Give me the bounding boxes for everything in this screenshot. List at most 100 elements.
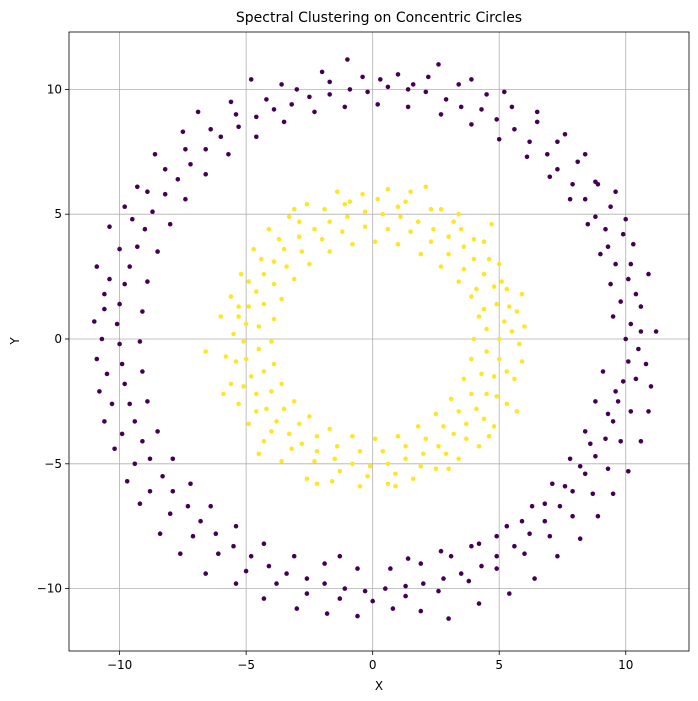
data-point <box>385 186 391 192</box>
data-point <box>519 359 525 364</box>
data-point <box>496 261 502 267</box>
data-point <box>261 271 267 277</box>
data-point <box>613 261 618 267</box>
data-point <box>395 72 401 77</box>
data-point <box>350 434 355 439</box>
data-point <box>362 209 368 214</box>
data-point <box>367 464 373 469</box>
data-point <box>436 588 441 594</box>
data-point <box>337 469 343 474</box>
data-point <box>514 309 520 314</box>
data-point <box>502 89 507 95</box>
data-point <box>618 439 623 444</box>
data-point <box>446 251 451 257</box>
data-point <box>337 596 343 601</box>
data-point <box>648 384 654 389</box>
data-point <box>307 94 312 100</box>
data-point <box>264 97 269 102</box>
data-point <box>448 396 454 402</box>
data-point <box>304 476 310 482</box>
data-point <box>471 336 477 342</box>
data-point <box>638 304 644 309</box>
data-point <box>127 401 132 407</box>
data-point <box>327 426 333 432</box>
data-point <box>370 598 376 604</box>
chart-title: Spectral Clustering on Concentric Circle… <box>236 10 522 26</box>
data-point <box>362 588 368 594</box>
data-point <box>236 314 241 319</box>
data-point <box>575 159 580 165</box>
data-point <box>337 553 343 559</box>
data-point <box>253 409 259 414</box>
data-point <box>469 543 474 549</box>
data-point <box>476 541 482 546</box>
data-point <box>570 182 575 187</box>
data-point <box>481 416 487 422</box>
data-point <box>504 523 510 529</box>
data-point <box>512 376 517 382</box>
data-point <box>342 104 348 110</box>
data-point <box>529 503 535 509</box>
data-point <box>385 84 391 90</box>
data-point <box>132 461 138 467</box>
data-point <box>127 264 132 269</box>
data-point <box>261 301 267 307</box>
data-point <box>509 104 515 110</box>
data-point <box>183 196 188 202</box>
data-point <box>504 286 510 292</box>
data-point <box>443 97 449 102</box>
data-point <box>633 376 639 382</box>
data-point <box>458 104 464 110</box>
data-point <box>312 459 317 464</box>
data-point <box>519 518 525 524</box>
data-point <box>582 471 588 477</box>
data-point <box>218 314 224 319</box>
data-point <box>388 566 393 571</box>
data-point <box>157 531 163 536</box>
data-point <box>236 304 241 309</box>
data-point <box>438 548 444 554</box>
data-point <box>496 137 502 142</box>
data-point <box>562 132 568 137</box>
data-point <box>471 236 477 242</box>
data-point <box>555 553 560 559</box>
data-point <box>284 264 289 269</box>
data-point <box>484 391 489 397</box>
data-point <box>433 411 439 417</box>
data-point <box>238 271 244 277</box>
data-point <box>484 349 489 354</box>
data-point <box>281 119 287 125</box>
data-point <box>643 361 649 367</box>
data-point <box>299 249 305 254</box>
data-point <box>385 461 391 467</box>
data-point <box>436 62 441 67</box>
data-point <box>314 434 320 439</box>
data-point <box>195 109 201 115</box>
data-point <box>119 361 125 367</box>
y-axis-label: Y <box>8 337 22 346</box>
data-point <box>593 454 598 459</box>
data-point <box>489 221 494 227</box>
data-point <box>603 226 608 232</box>
data-point <box>446 466 451 472</box>
data-point <box>438 206 444 212</box>
data-point <box>251 246 256 252</box>
data-point <box>117 246 122 252</box>
data-point <box>415 424 421 429</box>
data-point <box>360 74 365 80</box>
data-point <box>246 304 251 309</box>
data-point <box>233 359 239 364</box>
data-point <box>279 296 284 302</box>
data-point <box>494 553 500 559</box>
data-point <box>304 201 310 207</box>
data-point <box>319 69 325 75</box>
data-point <box>438 112 444 117</box>
data-point <box>294 606 300 611</box>
data-point <box>213 531 219 536</box>
data-point <box>140 309 145 314</box>
data-point <box>246 279 251 284</box>
data-point <box>517 341 522 347</box>
data-point <box>233 523 239 529</box>
data-point <box>170 489 176 494</box>
data-point <box>327 219 333 224</box>
